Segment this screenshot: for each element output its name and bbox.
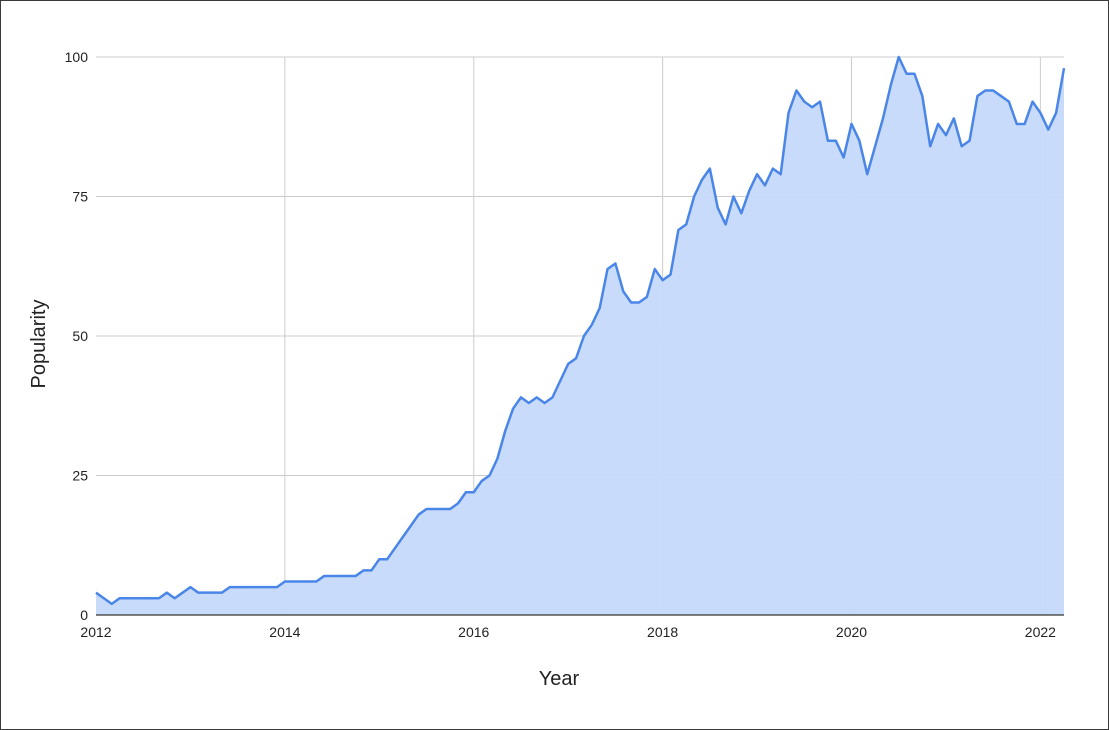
y-tick-label: 25 <box>72 468 88 484</box>
x-tick-labels: 2012 2014 2016 2018 2020 2022 <box>80 624 1056 640</box>
series-line <box>95 55 1066 606</box>
y-tick-label: 50 <box>72 328 88 344</box>
series-area-fill <box>96 57 1064 615</box>
x-tick-label: 2022 <box>1025 624 1056 640</box>
x-tick-label: 2014 <box>269 624 300 640</box>
y-tick-label: 0 <box>80 607 88 623</box>
x-tick-label: 2018 <box>647 624 678 640</box>
y-axis-title: Popularity <box>28 300 50 389</box>
x-axis-title: Year <box>539 668 580 690</box>
x-tick-label: 2012 <box>80 624 111 640</box>
y-tick-label: 100 <box>65 49 89 65</box>
area-layer <box>95 55 1066 615</box>
x-tick-label: 2016 <box>458 624 489 640</box>
y-tick-labels: 0 25 50 75 100 <box>65 49 89 623</box>
y-tick-label: 75 <box>72 189 88 205</box>
x-tick-label: 2020 <box>836 624 867 640</box>
